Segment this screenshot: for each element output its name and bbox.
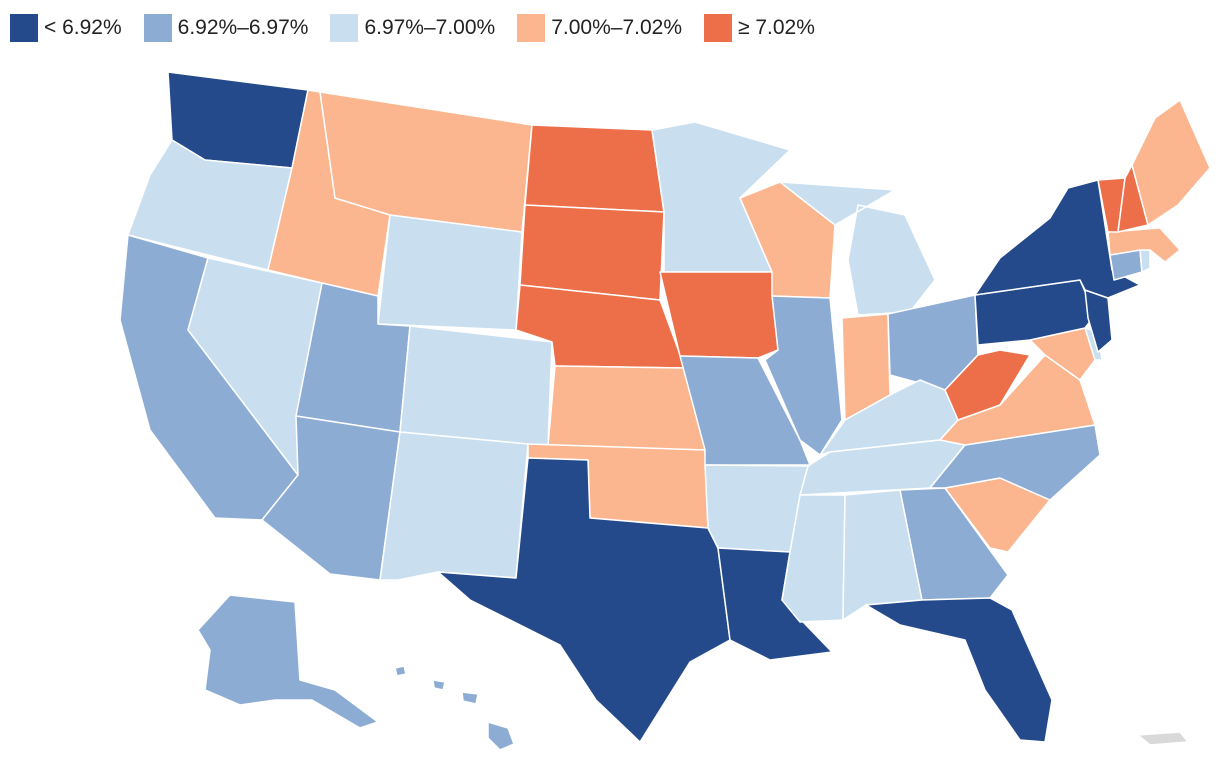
legend-swatch (143, 14, 172, 42)
legend-swatch (517, 14, 546, 42)
legend-label: 7.00%–7.02% (551, 16, 682, 39)
legend-swatch (704, 14, 732, 42)
legend-item-bin-0: < 6.92% (10, 14, 122, 42)
legend-item-bin-3: 7.00%–7.02% (517, 14, 682, 42)
legend-label: < 6.92% (44, 16, 122, 39)
legend-label: 6.97%–7.00% (364, 16, 496, 39)
legend-swatch (10, 14, 38, 42)
state-iowa[interactable] (659, 271, 779, 359)
state-maine[interactable] (1131, 99, 1211, 226)
state-massachusetts[interactable] (1107, 227, 1181, 263)
legend-item-bin-1: 6.92%–6.97% (143, 14, 309, 42)
state-wyoming[interactable] (377, 214, 523, 331)
legend-swatch (330, 14, 359, 42)
state-texas[interactable] (437, 457, 731, 743)
state-kansas[interactable] (547, 365, 706, 451)
legend-label: ≥ 7.02% (738, 16, 815, 39)
state-new-mexico[interactable] (379, 431, 529, 581)
legend-item-bin-2: 6.97%–7.00% (330, 14, 495, 42)
state-north-dakota[interactable] (524, 124, 665, 213)
state-alaska[interactable] (197, 594, 379, 729)
legend-item-bin-4: ≥ 7.02% (704, 14, 815, 42)
legend-label: 6.92%–6.97% (177, 16, 309, 39)
state-rhode-island[interactable] (1139, 249, 1151, 273)
state-south-dakota[interactable] (519, 204, 665, 301)
state-hawaii[interactable] (394, 665, 515, 751)
state-puerto-rico (1137, 731, 1189, 746)
state-illinois[interactable] (764, 295, 843, 456)
map-legend: < 6.92% 6.92%–6.97% 6.97%–7.00% 7.00%–7.… (10, 12, 837, 44)
state-colorado[interactable] (399, 325, 553, 447)
state-west-virginia[interactable] (944, 349, 1031, 421)
state-florida[interactable] (865, 597, 1053, 743)
